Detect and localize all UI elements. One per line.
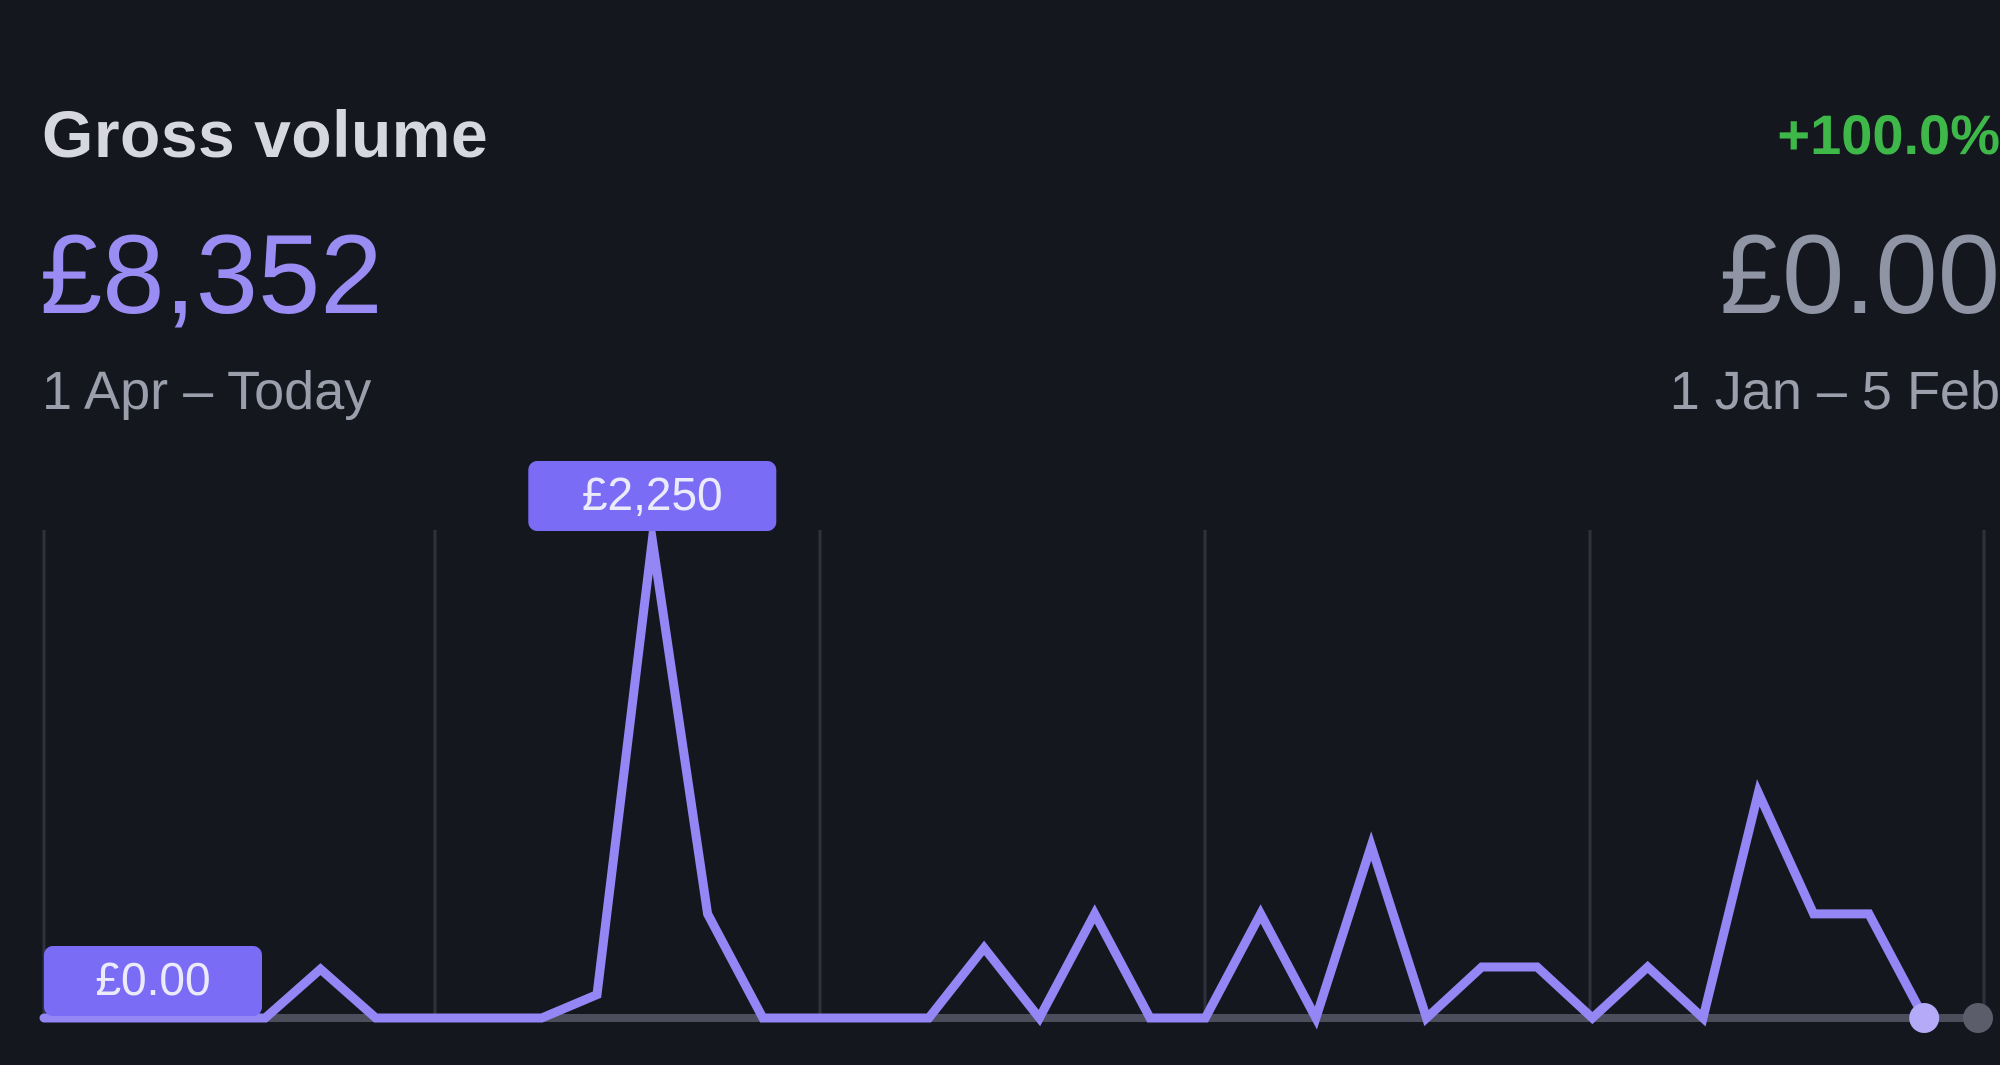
label-text: £0.00 [95, 953, 210, 1005]
change-percent-badge: +100.0% [1777, 103, 2000, 166]
label-bg [44, 946, 262, 1016]
label-text: £2,250 [582, 468, 723, 520]
gross-volume-title: Gross volume [42, 97, 489, 171]
start-value-label: £0.00 [44, 946, 262, 1016]
series-line [39, 506, 1929, 1030]
previous-date-range: 1 Jan – 5 Feb [1669, 361, 2000, 421]
previous-amount: £0.00 [1719, 212, 2000, 337]
comparison-end-dot [1963, 1003, 1993, 1033]
series-end-dot [1909, 1003, 1940, 1033]
current-date-range: 1 Apr – Today [42, 361, 372, 421]
label-bg [528, 461, 777, 531]
peak-value-label: £2,250 [528, 461, 777, 531]
current-amount: £8,352 [40, 212, 383, 337]
